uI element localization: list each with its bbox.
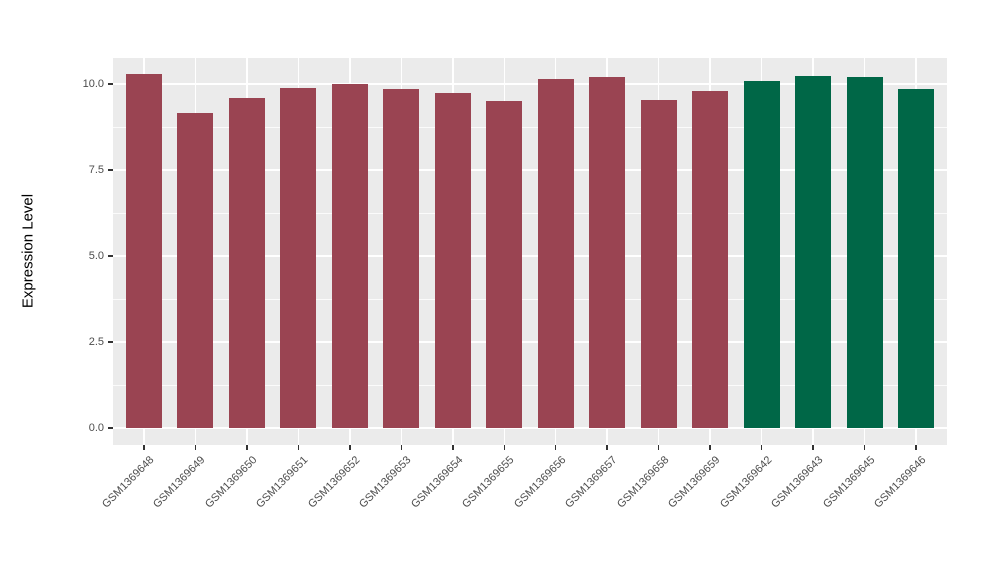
y-axis-title: Expression Level (19, 193, 37, 309)
y-gridline-major (113, 427, 947, 429)
y-tick-mark (108, 427, 113, 429)
bar (228, 97, 265, 429)
bar (537, 78, 574, 429)
y-gridline-major (113, 169, 947, 171)
x-tick-label: GSM1369646 (872, 454, 929, 511)
x-tick-label: GSM1369659 (666, 454, 723, 511)
x-tick-mark (246, 445, 248, 450)
y-gridline-minor (113, 126, 947, 128)
x-tick-label: GSM1369654 (408, 454, 466, 511)
bar (846, 77, 883, 429)
y-tick-mark (108, 83, 113, 85)
x-tick-mark (194, 445, 197, 450)
y-gridline-minor (113, 384, 947, 386)
x-tick-mark (400, 445, 403, 450)
bar (640, 99, 677, 429)
y-tick-mark (108, 169, 113, 171)
y-gridline-minor (113, 212, 947, 214)
y-gridline-minor (113, 298, 947, 300)
y-tick-label: 0.0 (88, 421, 104, 434)
y-tick-mark (108, 255, 113, 257)
y-tick-mark (108, 341, 113, 343)
bar (280, 87, 317, 429)
x-tick-mark (554, 445, 557, 450)
bar (125, 73, 162, 429)
x-tick-mark (657, 445, 660, 450)
x-tick-mark (812, 445, 814, 450)
y-gridline-major (113, 341, 947, 343)
y-gridline-major (113, 255, 947, 257)
x-tick-mark (143, 445, 145, 450)
x-tick-label: GSM1369658 (614, 454, 672, 511)
x-tick-label: GSM1369649 (151, 454, 208, 511)
x-tick-mark (503, 445, 505, 450)
bar (743, 80, 780, 429)
bar (177, 113, 214, 429)
y-tick-label: 10.0 (82, 77, 104, 90)
y-tick-label: 5.0 (88, 249, 104, 262)
y-gridline-major (113, 83, 947, 85)
x-tick-mark (606, 445, 608, 450)
x-tick-label: GSM1369651 (254, 454, 311, 511)
x-tick-label: GSM1369655 (460, 454, 517, 511)
x-tick-label: GSM1369653 (357, 454, 414, 511)
bar (383, 89, 420, 429)
x-tick-label: GSM1369648 (99, 454, 157, 511)
y-tick-label: 2.5 (88, 335, 104, 348)
bar (331, 84, 368, 429)
x-tick-label: GSM1369650 (202, 454, 260, 511)
x-tick-label: GSM1369642 (717, 454, 775, 511)
x-tick-label: GSM1369645 (820, 454, 878, 511)
bar (589, 77, 626, 429)
x-tick-label: GSM1369657 (563, 454, 620, 511)
x-tick-label: GSM1369643 (769, 454, 826, 511)
x-tick-mark (863, 445, 866, 450)
bar (898, 89, 935, 429)
x-tick-mark (915, 445, 917, 450)
x-tick-mark (297, 445, 300, 450)
bar (434, 92, 471, 429)
x-tick-mark (760, 445, 763, 450)
y-tick-label: 7.5 (88, 163, 104, 176)
bar (795, 75, 832, 429)
x-tick-mark (349, 445, 351, 450)
x-tick-mark (452, 445, 454, 450)
bar (692, 91, 729, 429)
bar (486, 101, 523, 429)
x-tick-mark (709, 445, 711, 450)
x-tick-label: GSM1369652 (305, 454, 363, 511)
x-tick-label: GSM1369656 (511, 454, 569, 511)
